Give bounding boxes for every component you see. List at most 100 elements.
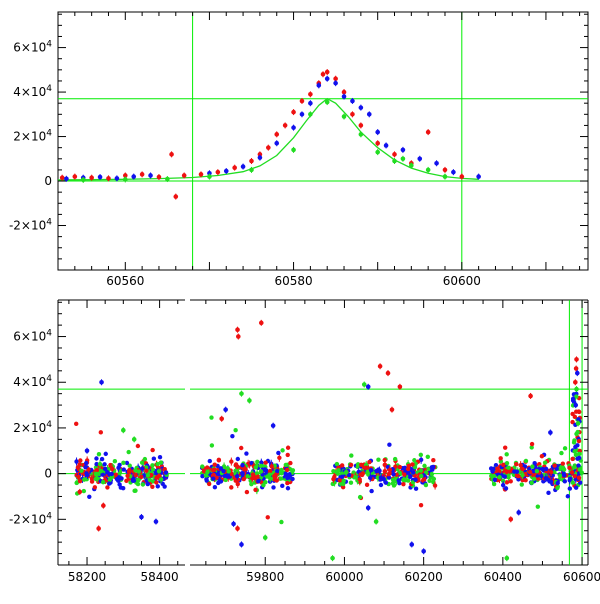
bottom-point	[147, 477, 152, 483]
bottom-point	[369, 488, 374, 494]
bottom-outlier-point	[528, 393, 533, 399]
bottom-point	[391, 472, 396, 477]
top-point	[400, 147, 406, 153]
bottom-point	[83, 465, 88, 470]
bottom-point	[89, 479, 95, 484]
top-point	[207, 174, 212, 179]
bottom-point	[542, 460, 548, 465]
bottom-point	[334, 461, 340, 467]
bottom-point	[506, 469, 512, 474]
bottom-point	[572, 474, 578, 479]
bottom-point	[514, 469, 520, 474]
bottom-outlier-point	[573, 402, 579, 408]
bottom-point	[508, 479, 513, 484]
bottom-outlier-point	[573, 379, 578, 385]
bottom-point	[418, 502, 424, 508]
bottom-point	[204, 477, 209, 482]
bottom-outlier-point	[101, 503, 106, 508]
bottom-point	[240, 471, 245, 476]
bottom-outlier-point	[504, 555, 510, 561]
bottom-outlier-point	[239, 391, 244, 396]
bottom-point	[274, 478, 279, 483]
bottom-xtick-label: 60400	[484, 570, 522, 584]
bottom-point	[84, 471, 89, 476]
bottom-point	[290, 476, 295, 482]
bottom-outlier-point	[219, 416, 224, 422]
bottom-point	[215, 472, 220, 477]
bottom-outlier-point	[235, 327, 240, 332]
bottom-point	[269, 464, 274, 469]
bottom-point	[331, 468, 336, 474]
bottom-point	[346, 472, 352, 478]
bottom-outlier-point	[77, 489, 83, 495]
bottom-point	[422, 463, 427, 469]
top-point	[165, 176, 170, 182]
top-point	[375, 149, 380, 155]
bottom-outlier-point	[575, 421, 581, 426]
top-point	[299, 98, 305, 104]
bottom-point	[359, 472, 365, 478]
bottom-point	[410, 462, 415, 467]
bottom-point	[255, 474, 261, 479]
bottom-point	[121, 460, 126, 466]
bottom-point	[349, 453, 354, 458]
top-point	[173, 194, 179, 199]
bottom-point	[210, 467, 216, 473]
bottom-point	[288, 460, 293, 466]
top-point	[358, 123, 364, 128]
bottom-point	[240, 462, 245, 468]
bottom-point	[491, 481, 497, 487]
top-point	[223, 168, 229, 174]
bottom-point	[235, 456, 241, 462]
bottom-point	[81, 477, 87, 482]
top-point	[249, 158, 254, 164]
bottom-point	[271, 485, 276, 490]
top-point	[358, 132, 364, 137]
bottom-point	[124, 460, 130, 466]
top-point	[59, 175, 65, 180]
bottom-point	[203, 473, 209, 478]
top-point	[291, 147, 296, 153]
bottom-outlier-point	[421, 548, 426, 554]
top-point	[400, 156, 406, 162]
bottom-point	[272, 473, 277, 479]
bottom-point	[489, 473, 494, 479]
bottom-point	[419, 473, 424, 479]
bottom-outlier-point	[548, 430, 553, 435]
bottom-point	[516, 473, 521, 479]
bottom-point	[209, 443, 215, 448]
bottom-outlier-point	[262, 535, 268, 540]
bottom-point	[93, 476, 99, 482]
bottom-point	[570, 480, 576, 485]
bottom-outlier-point	[247, 398, 252, 403]
top-point	[409, 163, 414, 168]
bottom-outlier-point	[121, 427, 126, 433]
bottom-flare-point	[570, 456, 575, 462]
top-point	[442, 174, 448, 179]
bottom-point	[543, 466, 549, 472]
top-point	[375, 140, 380, 146]
bottom-point	[279, 467, 284, 473]
bottom-point	[502, 445, 508, 450]
top-point	[333, 80, 338, 86]
bottom-point	[555, 485, 560, 491]
top-point	[215, 169, 221, 175]
bottom-point	[365, 469, 370, 474]
bottom-outlier-point	[239, 542, 244, 547]
bottom-outlier-point	[361, 382, 367, 387]
bottom-point	[530, 464, 535, 469]
top-point	[123, 173, 128, 178]
bottom-point	[364, 482, 370, 488]
bottom-point	[562, 473, 567, 478]
bottom-outlier-point	[223, 407, 228, 412]
bottom-point	[567, 465, 572, 471]
bottom-outlier-point	[385, 370, 391, 376]
bottom-point	[504, 452, 509, 457]
bottom-point	[249, 481, 254, 487]
bottom-outlier-point	[573, 366, 579, 371]
bottom-outlier-point	[409, 542, 415, 547]
bottom-outlier-point	[397, 384, 403, 390]
bottom-outlier-point	[330, 555, 335, 561]
bottom-point	[367, 459, 372, 465]
bottom-point	[163, 470, 169, 475]
